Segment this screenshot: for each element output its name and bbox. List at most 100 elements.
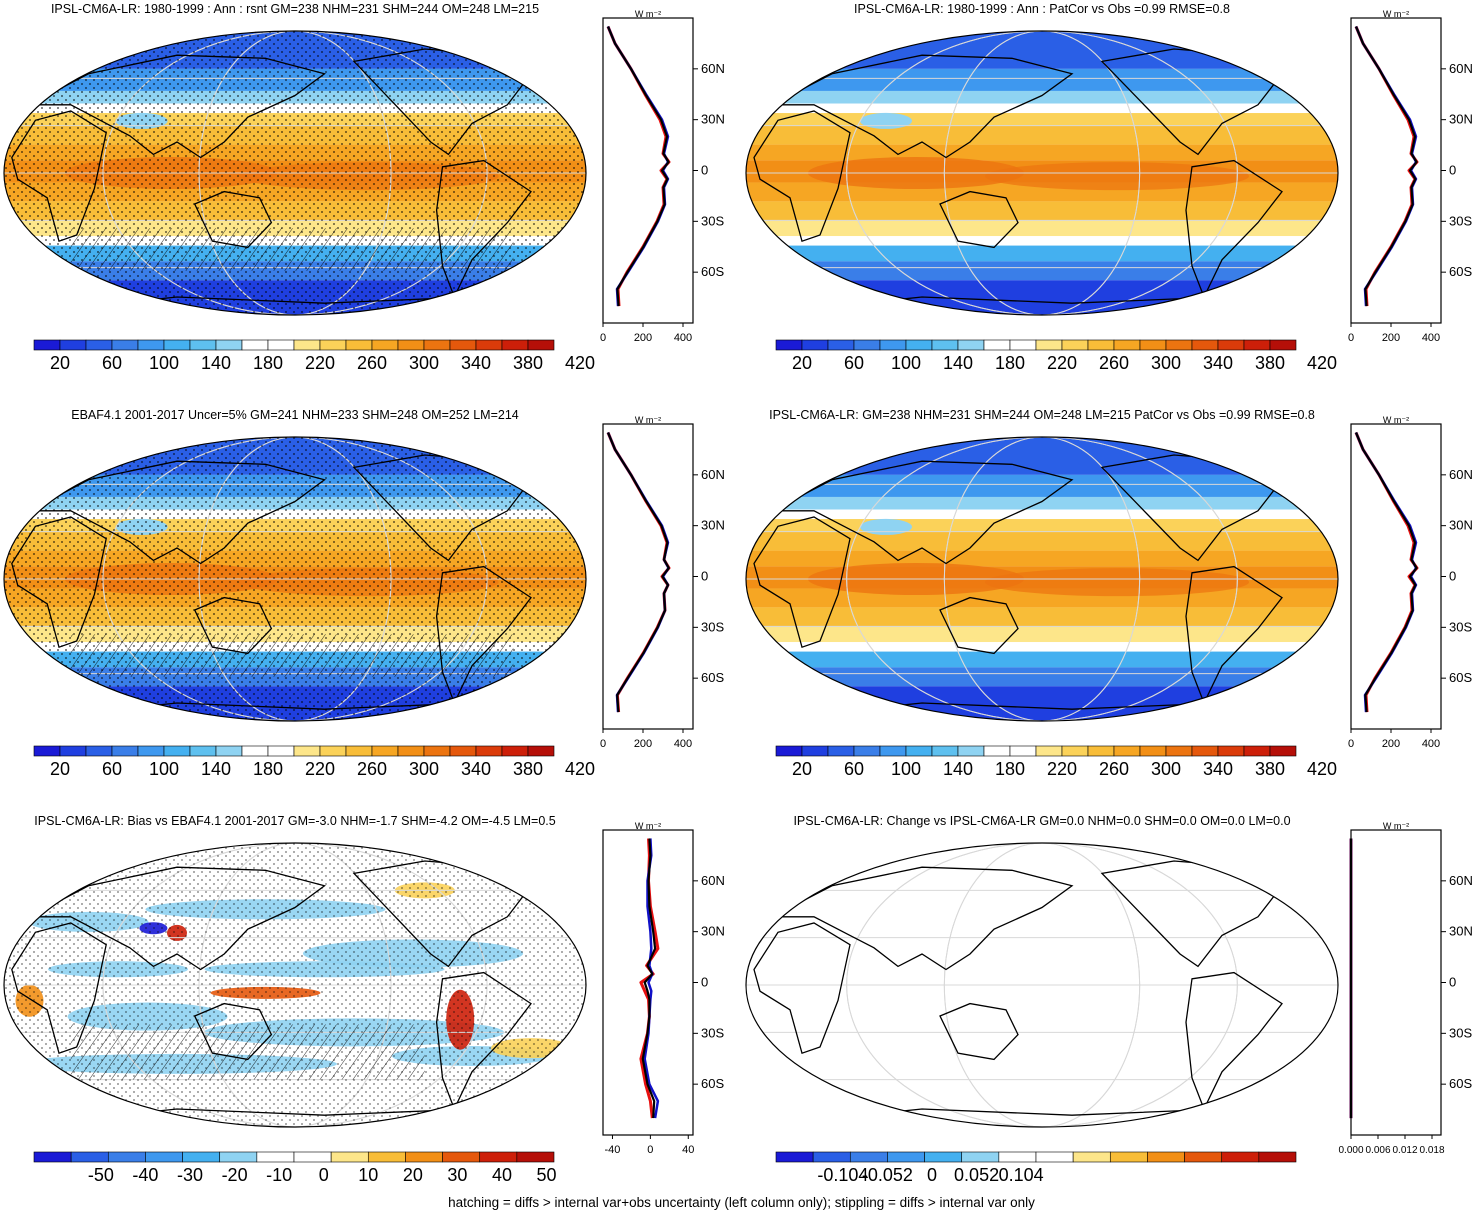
footnote: hatching = diffs > internal var+obs unce… (448, 1195, 1035, 1210)
hatching (70, 1024, 425, 1080)
global-map (745, 30, 1339, 316)
colorbar-tick-label: 380 (513, 353, 543, 373)
colorbar-swatch (1061, 339, 1089, 351)
colorbar-tick-label: -0.104 (817, 1165, 868, 1185)
colorbar-swatch (107, 1151, 146, 1163)
zonal-x-tick-label: 400 (1422, 332, 1440, 344)
lat-tick-label: 60N (1449, 61, 1473, 76)
colorbar-swatch (397, 745, 425, 757)
colorbar-tick-label: 220 (1047, 353, 1077, 373)
zonal-series-line (1354, 432, 1418, 713)
colorbar-tick-label: 340 (461, 353, 491, 373)
latitude-band (746, 236, 1338, 246)
global-map (3, 436, 587, 722)
colorbar-swatch (319, 745, 347, 757)
colorbar-swatch (371, 339, 399, 351)
colorbar-swatch (111, 745, 139, 757)
colorbar-swatch (137, 339, 165, 351)
lat-tick-label: 0 (1449, 975, 1456, 990)
colorbar-swatch (1009, 339, 1037, 351)
colorbar-swatch (931, 339, 959, 351)
colorbar-swatch (1113, 339, 1141, 351)
lat-tick-label: 0 (1449, 569, 1456, 584)
colorbar-swatch (163, 339, 191, 351)
continent-outline (193, 596, 273, 655)
colorbar-tick-label: 40 (492, 1165, 512, 1185)
zonal-x-tick-label: 200 (1382, 738, 1400, 750)
colorbar-tick-label: 60 (102, 759, 122, 779)
colorbar: 20 60 100 140 180 220 260 300 340 380 420 (33, 745, 595, 779)
colorbar-swatch (319, 339, 347, 351)
zonal-x-tick-label: 0.000 (1338, 1145, 1363, 1156)
colorbar-swatch (827, 745, 855, 757)
lat-tick-label: 60N (701, 61, 725, 76)
colorbar-swatch (267, 745, 295, 757)
colorbar-swatch (1009, 745, 1037, 757)
colorbar-swatch (345, 339, 373, 351)
colorbar-tick-label: 340 (1203, 353, 1233, 373)
colorbar-swatch (397, 339, 425, 351)
colorbar-swatch (983, 339, 1011, 351)
lat-tick-label: 30N (701, 518, 725, 533)
colorbar-tick-label: -50 (88, 1165, 114, 1185)
panel-title: IPSL-CM6A-LR: Bias vs EBAF4.1 2001-2017 … (34, 814, 556, 828)
hatching (70, 634, 514, 677)
colorbar-swatch (85, 745, 113, 757)
colorbar-tick-label: 220 (305, 353, 335, 373)
colorbar-swatch (241, 745, 269, 757)
colorbar-swatch (1258, 1151, 1297, 1163)
panel-model-climatology: IPSL-CM6A-LR: 1980-1999 : Ann : rsnt GM=… (0, 0, 741, 405)
colorbar-swatch (1191, 745, 1219, 757)
zonal-frame (602, 17, 694, 324)
continent-outline (939, 596, 1019, 655)
plateau-patch (860, 112, 912, 129)
continent-outline (753, 110, 851, 243)
lat-tick-label: 60S (1449, 264, 1472, 279)
zonal-frame (1350, 423, 1442, 730)
colorbar-tick-label: 140 (201, 353, 231, 373)
colorbar-swatch (1221, 1151, 1260, 1163)
zonal-mean-plot: W m⁻² 60N 30N 0 30S 60S 0 200 400 (1348, 9, 1473, 344)
colorbar-swatch (879, 339, 907, 351)
latitude-band (746, 261, 1338, 281)
continent-outline (29, 460, 326, 565)
warm-pool (985, 568, 1249, 597)
zonal-x-tick-label: 0 (600, 738, 606, 750)
zonal-unit: W m⁻² (635, 9, 661, 19)
colorbar-swatch (215, 339, 243, 351)
lat-tick-label: 30S (701, 619, 724, 634)
continent-outline (435, 565, 532, 705)
zonal-x-tick-label: 40 (682, 1144, 694, 1156)
colorbar-tick-label: -10 (266, 1165, 292, 1185)
colorbar-swatch (827, 339, 855, 351)
colorbar-swatch (1139, 745, 1167, 757)
zonal-x-tick-label: 200 (634, 332, 652, 344)
continent-outline (771, 54, 1074, 159)
colorbar-swatch (1243, 339, 1271, 351)
panel-change: IPSL-CM6A-LR: Change vs IPSL-CM6A-LR GM=… (742, 812, 1483, 1217)
colorbar-tick-label: 380 (513, 759, 543, 779)
colorbar-swatch (367, 1151, 406, 1163)
colorbar-swatch (516, 1151, 555, 1163)
colorbar-swatch (801, 745, 829, 757)
lat-tick-label: 60S (701, 264, 724, 279)
colorbar-swatch (775, 339, 803, 351)
meridian-line (943, 437, 1141, 721)
global-map (745, 842, 1339, 1128)
lat-tick-label: 30N (701, 112, 725, 127)
colorbar-swatch (775, 1151, 814, 1163)
latitude-band (746, 667, 1338, 687)
continent-outline (939, 1002, 1019, 1061)
colorbar-swatch (1165, 339, 1193, 351)
colorbar-swatch (879, 745, 907, 757)
lat-tick-label: 0 (701, 569, 708, 584)
colorbar-swatch (1072, 1151, 1111, 1163)
zonal-unit: W m⁻² (1383, 9, 1409, 19)
latitude-band (746, 245, 1338, 262)
colorbar-swatch (1184, 1151, 1223, 1163)
colorbar-tick-label: 0.104 (999, 1165, 1044, 1185)
colorbar-swatch (998, 1151, 1037, 1163)
map-border (745, 842, 1339, 1128)
lat-tick-label: 0 (1449, 163, 1456, 178)
colorbar-tick-label: 0 (927, 1165, 937, 1185)
